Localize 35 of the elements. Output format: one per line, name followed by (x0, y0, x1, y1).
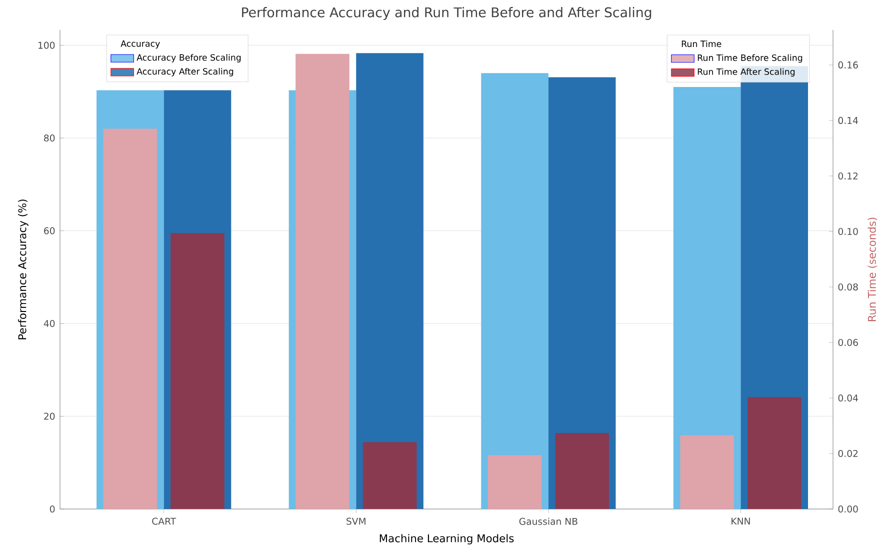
legend-label: Run Time After Scaling (698, 68, 795, 77)
x-axis-title: Machine Learning Models (380, 534, 514, 544)
bar (747, 397, 802, 510)
y2-tick-label: 0.04 (838, 394, 858, 402)
y-tick-label: 20 (44, 412, 55, 420)
annotation: Run Time (682, 40, 722, 48)
y2-tick-label: 0.12 (838, 172, 858, 180)
bar (555, 433, 609, 510)
y2-axis-title: Run Time (seconds) (868, 218, 878, 322)
chart-title: Performance Accuracy and Run Time Before and After Scaling (242, 7, 652, 20)
x-tick-label: Gaussian NB (519, 518, 578, 525)
legend-label: Run Time Before Scaling (698, 54, 802, 63)
y2-tick-label: 0.06 (838, 339, 858, 346)
y-axis-title: Performance Accuracy (%) (18, 200, 28, 340)
x-tick-label: CART (152, 518, 176, 525)
y2-tick-label: 0.00 (838, 506, 858, 513)
y-tick-label: 0 (50, 506, 55, 513)
y-tick-label: 40 (44, 320, 55, 328)
bar (488, 455, 542, 510)
legend-title: Accuracy (120, 40, 160, 49)
legend-label: Accuracy Before Scaling (136, 54, 241, 62)
bar (362, 442, 417, 510)
y-tick-label: 60 (44, 227, 55, 234)
x-tick-label: SVM (346, 518, 366, 525)
legend-label: Accuracy After Scaling (136, 68, 234, 76)
bar (481, 73, 548, 510)
y2-tick-label: 0.02 (838, 450, 858, 458)
y2-tick-label: 0.14 (838, 117, 858, 124)
y2-tick-label: 0.08 (838, 284, 858, 291)
x-tick-label: KNN (732, 518, 750, 525)
y-tick-label: 80 (44, 134, 55, 142)
y-tick-label: 100 (38, 42, 55, 49)
y2-tick-label: 0.10 (838, 228, 858, 236)
y2-tick-label: 0.16 (838, 62, 858, 69)
bar (680, 435, 734, 510)
